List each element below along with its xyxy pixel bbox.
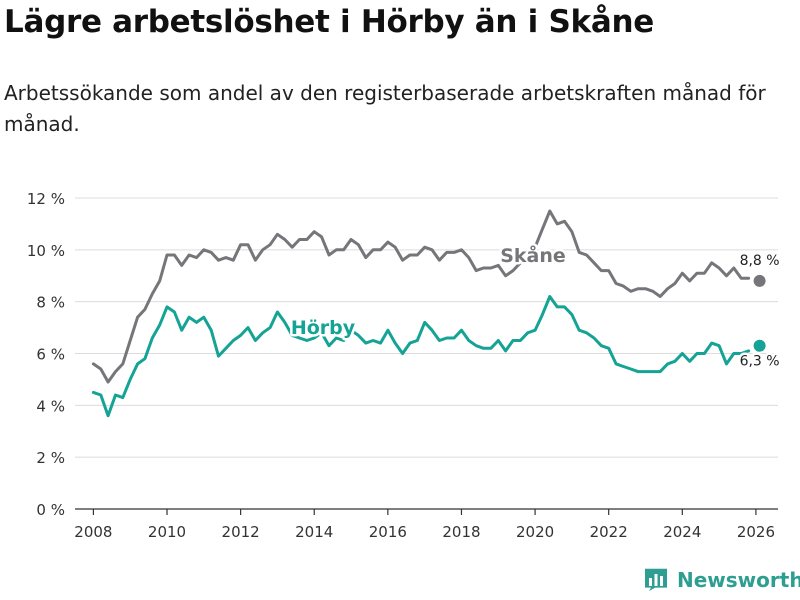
x-tick-label: 2016 [369, 523, 407, 541]
series-end-point [753, 339, 766, 352]
x-tick-label: 2026 [737, 523, 775, 541]
x-tick-label: 2008 [74, 523, 112, 541]
chart-title: Lägre arbetslöshet i Hörby än i Skåne [4, 4, 654, 40]
series-lines [91, 209, 766, 418]
y-tick-label: 2 % [36, 449, 65, 467]
series-end-point [753, 274, 766, 287]
brand-label: Newsworthy [677, 568, 800, 592]
end-value-label: 6,3 % [740, 354, 780, 370]
series-label-skane: Skåne [500, 243, 566, 267]
x-tick-label: 2018 [442, 523, 480, 541]
y-tick-label: 8 % [36, 294, 65, 312]
series-label-horby: Hörby [291, 317, 356, 339]
x-axis: 2008 2010 2012 2014 2016 2018 2020 2022 2024 2026 [74, 508, 778, 541]
chart-subtitle: Arbetssökande som andel av den registerb… [4, 81, 766, 136]
y-axis-labels: 0 % 2 % 4 % 6 % 8 % 10 % 12 % [27, 190, 65, 519]
end-value-label: 8,8 % [740, 253, 780, 269]
x-tick-label: 2012 [222, 523, 260, 541]
x-tick-label: 2024 [663, 523, 701, 541]
chart-grid [75, 197, 778, 458]
series-line-skane [91, 209, 751, 384]
y-tick-label: 6 % [36, 346, 65, 364]
newsworthy-logo-icon [645, 568, 667, 592]
x-tick-label: 2022 [590, 523, 628, 541]
y-tick-label: 0 % [36, 501, 65, 519]
x-tick-label: 2020 [516, 523, 554, 541]
series-line-horby [91, 295, 751, 418]
series-labels: 8,8 % 6,3 % Skåne Hörby [288, 241, 782, 373]
y-tick-label: 10 % [27, 242, 65, 260]
x-tick-label: 2014 [295, 523, 333, 541]
y-tick-label: 12 % [27, 190, 65, 208]
newsworthy-brand: Newsworthy [643, 567, 800, 593]
x-tick-label: 2010 [148, 523, 186, 541]
y-tick-label: 4 % [36, 397, 65, 415]
